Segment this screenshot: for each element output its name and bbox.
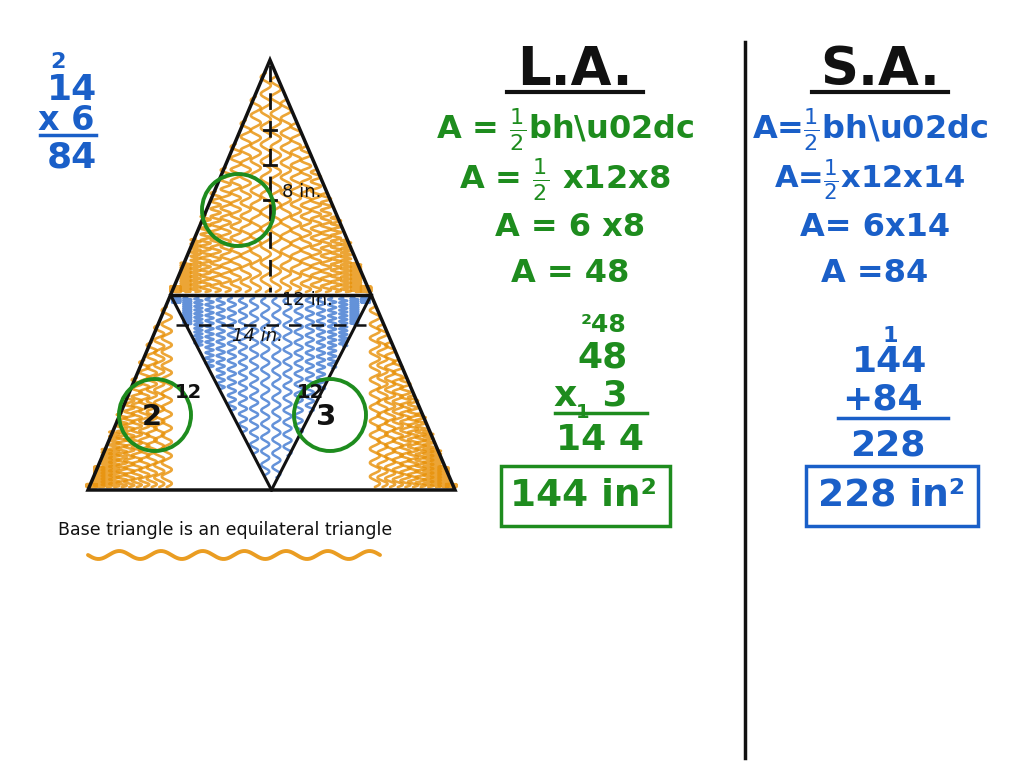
Text: 144 in²: 144 in² <box>510 478 656 514</box>
Text: 14: 14 <box>47 73 97 107</box>
Text: S.A.: S.A. <box>820 44 940 96</box>
Text: 2: 2 <box>142 403 162 431</box>
Text: 228: 228 <box>850 428 926 462</box>
Text: Base triangle is an equilateral triangle: Base triangle is an equilateral triangle <box>58 521 392 539</box>
Text: 3: 3 <box>315 403 336 431</box>
Text: A = $\frac{1}{2}$bh\u02dc: A = $\frac{1}{2}$bh\u02dc <box>436 107 694 153</box>
Text: 12 in.: 12 in. <box>282 291 333 309</box>
Text: 14 4: 14 4 <box>556 423 644 457</box>
Text: 8 in.: 8 in. <box>282 183 322 201</box>
Text: 1: 1 <box>577 403 590 422</box>
Text: 12: 12 <box>296 383 324 402</box>
Text: 12: 12 <box>174 383 202 402</box>
Text: A =84: A =84 <box>821 259 929 290</box>
FancyBboxPatch shape <box>501 466 670 526</box>
Text: +84: +84 <box>842 383 923 417</box>
Text: ²48: ²48 <box>581 313 626 337</box>
FancyBboxPatch shape <box>806 466 978 526</box>
Text: A=$\frac{1}{2}$x12x14: A=$\frac{1}{2}$x12x14 <box>774 157 966 203</box>
Text: A= 6x14: A= 6x14 <box>800 213 950 243</box>
Text: 84: 84 <box>47 141 97 175</box>
Text: A = 6 x8: A = 6 x8 <box>495 213 645 243</box>
Text: 2: 2 <box>50 52 66 72</box>
Text: 1: 1 <box>883 326 898 346</box>
Text: 48: 48 <box>578 341 628 375</box>
Text: A = 48: A = 48 <box>511 259 629 290</box>
Text: 144: 144 <box>852 345 928 379</box>
Text: A=$\frac{1}{2}$bh\u02dc: A=$\frac{1}{2}$bh\u02dc <box>752 107 988 153</box>
Text: 228 in²: 228 in² <box>818 478 966 514</box>
Text: x 6: x 6 <box>38 104 94 137</box>
Text: x  3: x 3 <box>554 378 628 412</box>
Text: A = $\frac{1}{2}$ x12x8: A = $\frac{1}{2}$ x12x8 <box>460 157 671 203</box>
Text: L.A.: L.A. <box>517 44 633 96</box>
Text: 14 in.: 14 in. <box>232 327 283 345</box>
